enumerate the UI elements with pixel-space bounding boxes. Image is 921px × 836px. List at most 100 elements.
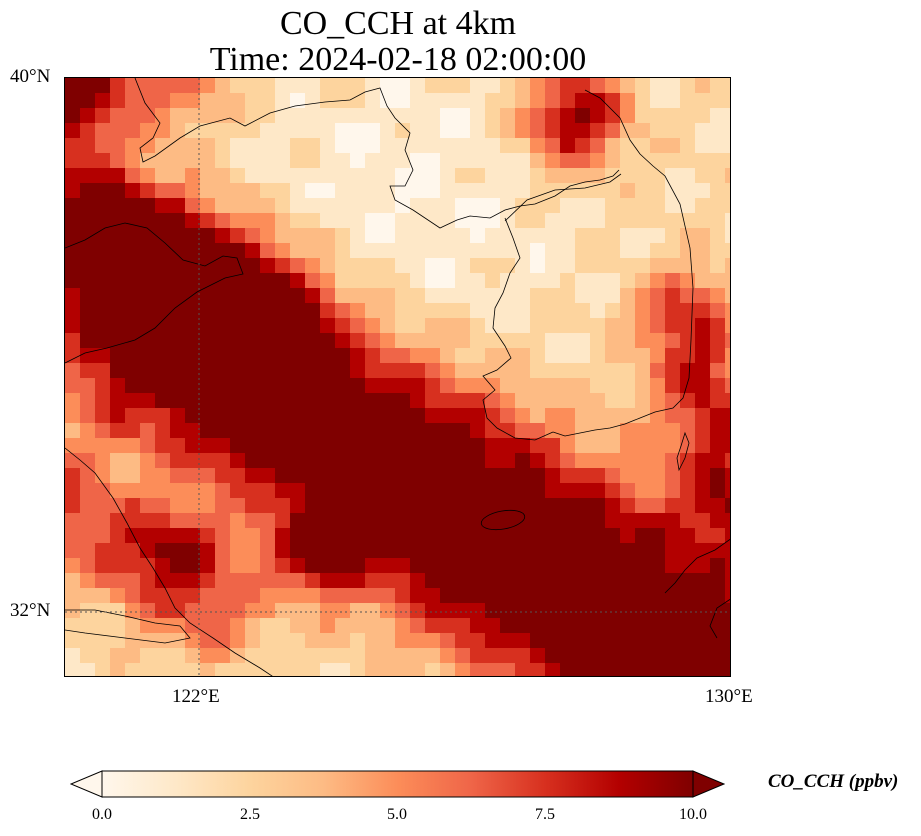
field-cell bbox=[350, 108, 366, 124]
field-cell bbox=[305, 588, 321, 604]
field-cell bbox=[245, 153, 261, 169]
field-cell bbox=[200, 318, 216, 334]
field-cell bbox=[245, 543, 261, 559]
field-cell bbox=[650, 543, 666, 559]
field-cell bbox=[200, 378, 216, 394]
jeju-island bbox=[480, 509, 526, 531]
field-cell bbox=[710, 528, 726, 544]
field-cell bbox=[125, 243, 141, 259]
field-cell bbox=[185, 558, 201, 574]
field-cell bbox=[380, 228, 396, 244]
field-cell bbox=[380, 468, 396, 484]
field-cell bbox=[65, 258, 81, 274]
field-cell bbox=[560, 228, 576, 244]
field-cell bbox=[560, 108, 576, 124]
field-cell bbox=[290, 603, 306, 619]
field-cell bbox=[140, 378, 156, 394]
field-cell bbox=[110, 93, 126, 109]
field-cell bbox=[500, 513, 516, 529]
field-cell bbox=[695, 633, 711, 649]
field-cell bbox=[260, 348, 276, 364]
field-cell bbox=[590, 183, 606, 199]
lat-label-32: 32°N bbox=[10, 600, 51, 621]
field-cell bbox=[125, 408, 141, 424]
field-cell bbox=[665, 408, 681, 424]
field-cell bbox=[515, 573, 531, 589]
field-cell bbox=[260, 153, 276, 169]
field-cell bbox=[665, 648, 681, 664]
field-cell bbox=[395, 303, 411, 319]
field-cell bbox=[725, 243, 730, 259]
field-cell bbox=[575, 438, 591, 454]
field-cell bbox=[440, 528, 456, 544]
field-cell bbox=[425, 483, 441, 499]
field-cell bbox=[665, 213, 681, 229]
field-cell bbox=[155, 453, 171, 469]
field-cell bbox=[710, 618, 726, 634]
field-cell bbox=[95, 588, 111, 604]
field-cell bbox=[710, 648, 726, 664]
field-cell bbox=[530, 498, 546, 514]
field-cell bbox=[470, 528, 486, 544]
field-cell bbox=[680, 378, 696, 394]
field-cell bbox=[260, 573, 276, 589]
field-cell bbox=[665, 423, 681, 439]
field-cell bbox=[620, 138, 636, 154]
field-cell bbox=[575, 108, 591, 124]
field-cell bbox=[395, 513, 411, 529]
colorbar bbox=[70, 770, 725, 798]
field-cell bbox=[155, 258, 171, 274]
field-cell bbox=[170, 363, 186, 379]
field-cell bbox=[665, 453, 681, 469]
field-cell bbox=[275, 243, 291, 259]
field-cell bbox=[485, 168, 501, 184]
field-cell bbox=[65, 603, 81, 619]
field-cell bbox=[140, 213, 156, 229]
field-cell bbox=[65, 483, 81, 499]
field-cell bbox=[590, 78, 606, 94]
field-cell bbox=[350, 168, 366, 184]
field-cell bbox=[110, 558, 126, 574]
field-cell bbox=[410, 153, 426, 169]
field-cell bbox=[290, 588, 306, 604]
field-cell bbox=[245, 123, 261, 139]
field-cell bbox=[110, 153, 126, 169]
coastlines bbox=[65, 78, 730, 676]
field-cell bbox=[140, 438, 156, 454]
field-cell bbox=[515, 543, 531, 559]
field-cell bbox=[545, 393, 561, 409]
field-cell bbox=[695, 108, 711, 124]
field-cell bbox=[65, 453, 81, 469]
field-cell bbox=[410, 603, 426, 619]
field-cell bbox=[440, 363, 456, 379]
field-cell bbox=[455, 258, 471, 274]
field-cell bbox=[65, 633, 81, 649]
field-cell bbox=[65, 183, 81, 199]
field-cell bbox=[395, 108, 411, 124]
field-cell bbox=[575, 543, 591, 559]
field-cell bbox=[425, 288, 441, 304]
field-cell bbox=[500, 153, 516, 169]
field-cell bbox=[530, 348, 546, 364]
field-cell bbox=[425, 318, 441, 334]
field-cell bbox=[335, 453, 351, 469]
field-cell bbox=[215, 288, 231, 304]
field-cell bbox=[110, 213, 126, 229]
field-cell bbox=[545, 228, 561, 244]
field-cell bbox=[710, 468, 726, 484]
field-cell bbox=[95, 213, 111, 229]
field-cell bbox=[380, 108, 396, 124]
field-cell bbox=[455, 543, 471, 559]
field-cell bbox=[680, 423, 696, 439]
field-cell bbox=[140, 153, 156, 169]
field-cell bbox=[425, 303, 441, 319]
field-cell bbox=[680, 618, 696, 634]
field-cell bbox=[260, 588, 276, 604]
field-cell bbox=[140, 243, 156, 259]
field-cell bbox=[470, 168, 486, 184]
field-cell bbox=[620, 663, 636, 676]
field-cell bbox=[440, 513, 456, 529]
field-cell bbox=[170, 423, 186, 439]
field-cell bbox=[440, 468, 456, 484]
field-cell bbox=[680, 588, 696, 604]
